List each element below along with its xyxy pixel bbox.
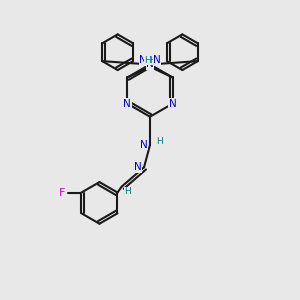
Text: F: F — [59, 188, 65, 197]
Text: H: H — [124, 188, 131, 196]
Text: H: H — [144, 56, 151, 65]
Text: N: N — [134, 162, 141, 172]
Text: N: N — [146, 59, 154, 69]
Text: N: N — [124, 99, 131, 109]
Text: N: N — [153, 55, 161, 65]
Text: H: H — [156, 137, 163, 146]
Text: H: H — [149, 56, 156, 65]
Text: N: N — [139, 55, 147, 65]
Text: N: N — [169, 99, 176, 109]
Text: N: N — [140, 140, 147, 150]
